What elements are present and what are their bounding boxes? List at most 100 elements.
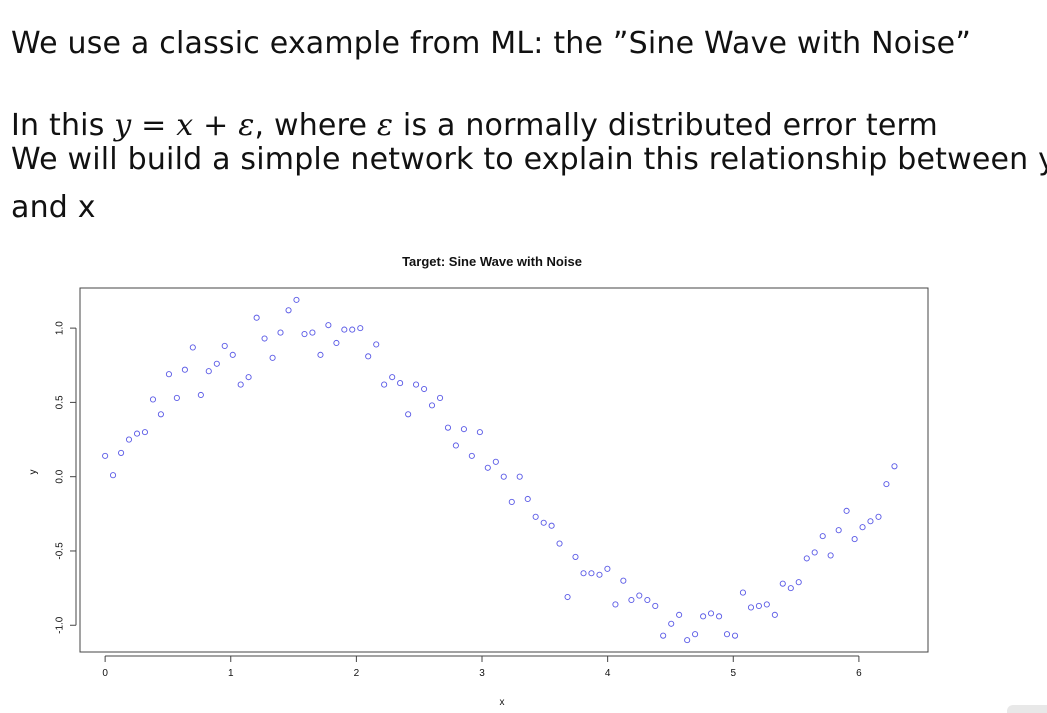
data-point [325,322,332,329]
data-point [341,326,348,333]
data-point [405,411,412,418]
data-point [771,611,778,618]
data-point [133,430,141,437]
epsilon-symbol: ε [376,108,394,143]
data-point [333,339,340,347]
x-tick-label: 5 [730,668,736,679]
x-tick-label: 4 [605,668,611,679]
data-point [859,524,866,531]
plot-frame [79,287,929,653]
data-point [532,513,539,520]
data-point [189,344,196,351]
x-tick-label: 0 [102,668,108,679]
chart-title: Target: Sine Wave with Noise [402,254,582,269]
data-point [102,452,109,459]
data-point [205,368,212,375]
data-point [835,527,842,534]
data-point [795,579,802,586]
data-point [245,374,252,381]
data-point [580,570,587,577]
data-point [739,589,746,596]
data-point [763,601,770,608]
data-point [125,436,133,443]
data-point [253,314,260,321]
data-point [723,631,731,638]
data-point [492,458,499,465]
data-point [620,577,627,584]
data-point [787,585,794,592]
data-point [500,473,507,480]
data-point [428,402,436,409]
data-point [277,329,284,336]
data-point [851,536,858,543]
slide-corner-decoration [1007,705,1047,713]
data-point [700,613,707,620]
data-point [484,464,491,471]
data-point [381,381,388,388]
x-tick-label: 3 [479,668,485,679]
data-point [556,540,563,547]
data-point [173,394,180,401]
data-point [875,513,882,520]
line2-suffix: is a normally distributed error term [393,108,938,143]
data-point [269,354,276,361]
data-point [596,571,603,578]
data-point [604,565,611,572]
data-point [197,391,204,399]
data-point [149,396,157,403]
intro-text: We use a classic example from ML: the ”S… [11,26,972,61]
data-point [668,620,675,627]
data-point [157,411,164,418]
equation-plus: + [193,108,239,143]
y-tick-label: 0.0 [55,469,66,483]
data-point [779,580,786,587]
data-point [165,371,172,378]
data-point [628,596,635,604]
data-point [118,449,125,456]
text-line-3: We will build a simple network to explai… [11,142,1047,178]
data-point [564,593,571,601]
data-point [707,610,715,617]
y-axis-label: y [28,470,39,475]
data-point [349,326,356,333]
x-tick-label: 2 [354,668,360,679]
data-point [397,380,404,387]
data-point [684,637,691,644]
line2-prefix: In this [11,108,115,143]
data-point [588,570,595,577]
data-point [660,632,667,639]
data-point [883,481,890,488]
y-tick-label: -1.0 [55,616,66,634]
equation-equals: = [131,108,177,143]
data-point [755,602,762,609]
data-point [452,442,459,449]
data-point [444,424,452,431]
data-point [524,495,531,503]
data-point [141,429,149,436]
equation-x: x [176,108,194,143]
data-point [867,518,874,525]
data-point [437,394,444,401]
data-point [413,381,420,388]
text-line-1: We use a classic example from ML: the ”S… [11,26,971,62]
data-point [237,381,244,388]
x-tick-label: 6 [856,668,862,679]
data-point [317,351,324,358]
data-point [827,552,834,559]
data-point [357,325,364,332]
data-point [301,331,308,338]
equation-y: y [114,108,132,143]
data-point [508,498,515,505]
data-point [612,601,619,608]
data-point [747,604,755,611]
data-point [365,353,372,360]
data-point [261,335,268,342]
line2-mid: , where [254,108,377,143]
data-point [181,366,188,373]
data-point [811,549,818,556]
data-point [644,596,651,604]
data-point [373,341,380,348]
y-tick-label: 1.0 [55,321,66,335]
data-point [309,329,316,336]
network-text: We will build a simple network to explai… [11,142,1047,177]
